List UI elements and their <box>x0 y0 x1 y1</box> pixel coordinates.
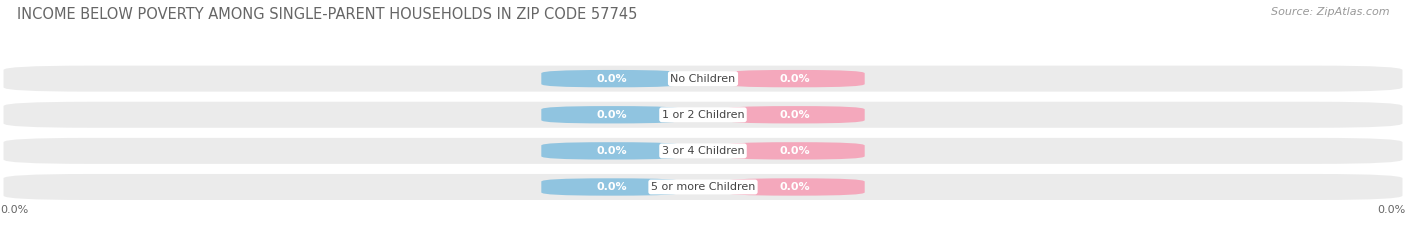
FancyBboxPatch shape <box>541 70 682 87</box>
Text: INCOME BELOW POVERTY AMONG SINGLE-PARENT HOUSEHOLDS IN ZIP CODE 57745: INCOME BELOW POVERTY AMONG SINGLE-PARENT… <box>17 7 637 22</box>
Text: 0.0%: 0.0% <box>779 110 810 120</box>
Text: Source: ZipAtlas.com: Source: ZipAtlas.com <box>1271 7 1389 17</box>
FancyBboxPatch shape <box>541 106 682 123</box>
Text: 0.0%: 0.0% <box>1378 205 1406 215</box>
Text: 0.0%: 0.0% <box>596 182 627 192</box>
Text: 0.0%: 0.0% <box>779 146 810 156</box>
Text: 0.0%: 0.0% <box>779 182 810 192</box>
Text: 1 or 2 Children: 1 or 2 Children <box>662 110 744 120</box>
Text: 0.0%: 0.0% <box>0 205 28 215</box>
FancyBboxPatch shape <box>724 70 865 87</box>
Text: 0.0%: 0.0% <box>596 110 627 120</box>
FancyBboxPatch shape <box>724 178 865 196</box>
FancyBboxPatch shape <box>3 66 1403 92</box>
FancyBboxPatch shape <box>3 102 1403 128</box>
FancyBboxPatch shape <box>541 178 682 196</box>
Text: 3 or 4 Children: 3 or 4 Children <box>662 146 744 156</box>
Text: 0.0%: 0.0% <box>596 146 627 156</box>
Text: 0.0%: 0.0% <box>779 74 810 84</box>
FancyBboxPatch shape <box>724 106 865 123</box>
FancyBboxPatch shape <box>541 142 682 160</box>
FancyBboxPatch shape <box>724 142 865 160</box>
Text: No Children: No Children <box>671 74 735 84</box>
FancyBboxPatch shape <box>3 138 1403 164</box>
FancyBboxPatch shape <box>3 174 1403 200</box>
Text: 0.0%: 0.0% <box>596 74 627 84</box>
Text: 5 or more Children: 5 or more Children <box>651 182 755 192</box>
